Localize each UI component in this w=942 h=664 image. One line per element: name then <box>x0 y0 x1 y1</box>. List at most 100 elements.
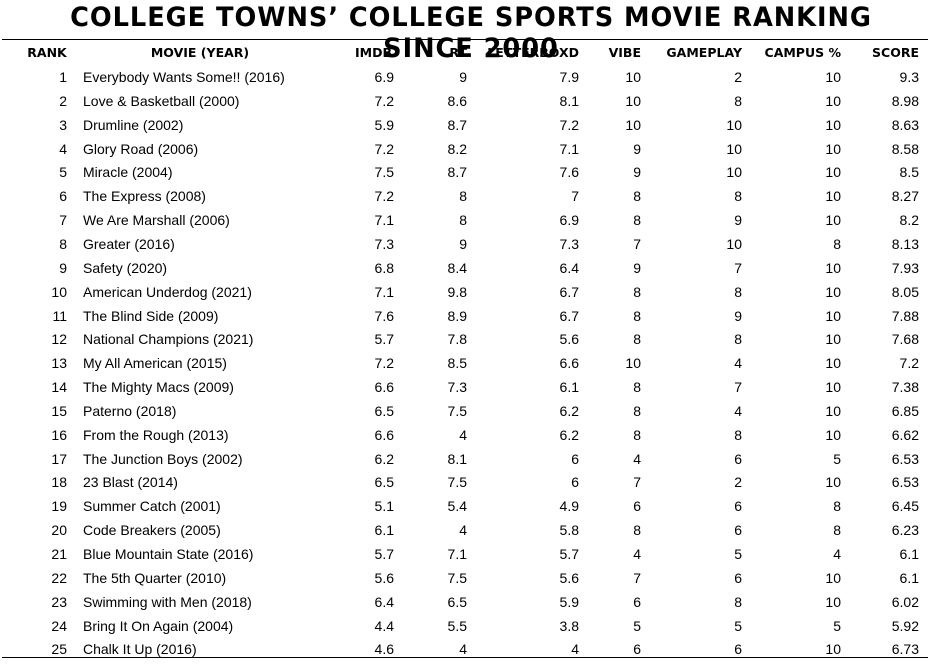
cell-value: 14 <box>51 379 67 396</box>
cell-value: 5.9 <box>374 116 394 133</box>
cell-value: 7 <box>734 379 742 396</box>
movie-title: Paterno (2018) <box>83 402 177 419</box>
cell-value: 10 <box>825 379 841 396</box>
cell-value: 8 <box>633 307 641 324</box>
cell-value: 6.4 <box>374 593 394 610</box>
cell-value: 6.7 <box>559 307 579 324</box>
cell-value: 5 <box>734 546 742 562</box>
cell-value: 6.2 <box>374 450 394 467</box>
cell-value: 5.92 <box>891 617 919 634</box>
cell-value: 6.6 <box>374 379 394 396</box>
cell-value: 7.3 <box>374 235 394 252</box>
title-rule <box>2 39 928 40</box>
cell-value: 10 <box>825 212 841 229</box>
cell-value: 4 <box>59 140 67 157</box>
cell-value: 6.9 <box>559 212 579 229</box>
cell-value: 8 <box>833 498 841 515</box>
cell-value: 7.9 <box>559 69 579 85</box>
cell-value: 6.4 <box>559 259 579 276</box>
cell-value: 9 <box>459 69 467 85</box>
column-header: SCORE <box>872 45 919 60</box>
cell-value: 8.4 <box>447 259 467 276</box>
cell-value: 8 <box>633 402 641 419</box>
cell-value: 10 <box>825 92 841 109</box>
cell-value: 10 <box>825 569 841 586</box>
cell-value: 9 <box>734 212 742 229</box>
cell-value: 10 <box>825 188 841 205</box>
cell-value: 7 <box>571 188 579 205</box>
movie-title: Swimming with Men (2018) <box>83 593 252 610</box>
movie-title: The Express (2008) <box>83 188 206 205</box>
cell-value: 8 <box>734 331 742 348</box>
cell-value: 2 <box>59 92 67 109</box>
cell-value: 8 <box>459 212 467 229</box>
cell-value: 6.1 <box>374 522 394 539</box>
cell-value: 6.85 <box>891 402 919 419</box>
cell-value: 8 <box>459 188 467 205</box>
cell-value: 3 <box>59 116 67 133</box>
cell-value: 5 <box>734 617 742 634</box>
cell-value: 8.5 <box>447 355 467 372</box>
cell-value: 10 <box>51 283 67 300</box>
cell-value: 10 <box>726 235 742 252</box>
cell-value: 5 <box>633 617 641 634</box>
movie-title: Safety (2020) <box>83 259 168 276</box>
cell-value: 7.1 <box>374 212 394 229</box>
cell-value: 5.1 <box>374 498 394 515</box>
column-header: CAMPUS % <box>764 45 841 60</box>
cell-value: 6.53 <box>891 474 919 491</box>
cell-value: 8.1 <box>447 450 467 467</box>
cell-value: 8 <box>734 283 742 300</box>
cell-value: 6.2 <box>559 402 579 419</box>
cell-value: 11 <box>52 307 67 324</box>
column-header: LETTERBOXD <box>487 45 579 60</box>
cell-value: 8 <box>633 426 641 443</box>
bottom-rule <box>2 657 928 658</box>
cell-value: 4 <box>734 355 742 372</box>
cell-value: 6 <box>633 593 641 610</box>
cell-value: 10 <box>825 426 841 443</box>
cell-value: 4 <box>459 522 467 539</box>
cell-value: 9 <box>59 259 67 276</box>
cell-value: 8 <box>633 379 641 396</box>
cell-value: 22 <box>51 569 67 586</box>
cell-value: 8 <box>833 235 841 252</box>
cell-value: 5.8 <box>559 522 579 539</box>
cell-value: 8 <box>734 593 742 610</box>
cell-value: 8.27 <box>891 188 919 205</box>
cell-value: 4 <box>633 450 641 467</box>
cell-value: 7 <box>633 235 641 252</box>
cell-value: 8 <box>633 188 641 205</box>
cell-value: 18 <box>51 474 67 491</box>
cell-value: 8 <box>734 92 742 109</box>
cell-value: 6.6 <box>559 355 579 372</box>
cell-value: 6.73 <box>891 641 919 658</box>
cell-value: 9 <box>633 140 641 157</box>
cell-value: 2 <box>734 69 742 85</box>
cell-value: 10 <box>825 283 841 300</box>
cell-value: 8.2 <box>447 140 467 157</box>
cell-value: 6.53 <box>891 450 919 467</box>
cell-value: 5.6 <box>559 331 579 348</box>
cell-value: 8 <box>633 283 641 300</box>
cell-value: 6.5 <box>374 474 394 491</box>
cell-value: 8 <box>734 188 742 205</box>
cell-value: 6 <box>734 522 742 539</box>
cell-value: 6.9 <box>374 69 394 85</box>
cell-value: 19 <box>51 498 67 515</box>
cell-value: 21 <box>51 546 67 562</box>
cell-value: 5.4 <box>447 498 467 515</box>
cell-value: 16 <box>51 426 67 443</box>
cell-value: 7.2 <box>374 188 394 205</box>
cell-value: 15 <box>51 402 67 419</box>
cell-value: 6.1 <box>899 546 919 562</box>
cell-value: 10 <box>825 641 841 658</box>
cell-value: 12 <box>51 331 67 348</box>
cell-value: 5.7 <box>374 331 394 348</box>
cell-value: 8.7 <box>447 164 467 181</box>
cell-value: 7.1 <box>559 140 579 157</box>
movie-title: Blue Mountain State (2016) <box>83 546 254 562</box>
cell-value: 5 <box>59 164 67 181</box>
movie-title: Drumline (2002) <box>83 116 184 133</box>
